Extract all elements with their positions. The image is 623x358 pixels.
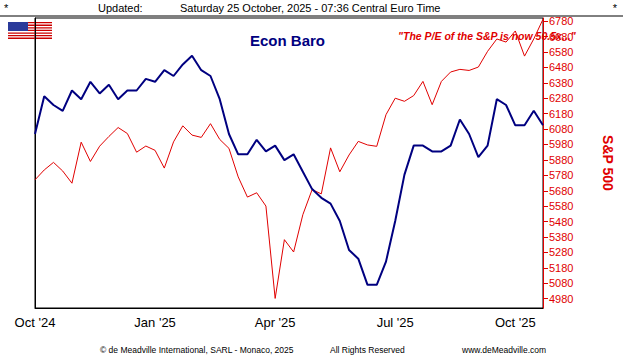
svg-text:6780: 6780 bbox=[549, 15, 573, 27]
svg-text:Saturday 25 October, 2025 - 07: Saturday 25 October, 2025 - 07:36 Centra… bbox=[180, 2, 440, 14]
svg-text:*: * bbox=[4, 2, 9, 14]
svg-text:*: * bbox=[613, 2, 618, 14]
svg-text:4980: 4980 bbox=[549, 293, 573, 305]
svg-text:Econ Baro: Econ Baro bbox=[250, 32, 325, 49]
svg-text:5680: 5680 bbox=[549, 185, 573, 197]
svg-text:S&P 500: S&P 500 bbox=[600, 135, 616, 191]
svg-text:6480: 6480 bbox=[549, 61, 573, 73]
svg-text:6680: 6680 bbox=[549, 31, 573, 43]
svg-text:Oct '25: Oct '25 bbox=[495, 315, 536, 330]
svg-text:Jul '25: Jul '25 bbox=[377, 315, 414, 330]
svg-text:5780: 5780 bbox=[549, 169, 573, 181]
svg-text:5380: 5380 bbox=[549, 231, 573, 243]
svg-text:6380: 6380 bbox=[549, 77, 573, 89]
svg-text:5180: 5180 bbox=[549, 262, 573, 274]
svg-text:5580: 5580 bbox=[549, 200, 573, 212]
svg-text:© de Meadville International,: © de Meadville International, SARL - Mon… bbox=[100, 345, 294, 355]
svg-text:All Rights Reserved: All Rights Reserved bbox=[330, 345, 405, 355]
svg-text:5880: 5880 bbox=[549, 154, 573, 166]
svg-text:5080: 5080 bbox=[549, 277, 573, 289]
svg-text:5980: 5980 bbox=[549, 138, 573, 150]
svg-text:5280: 5280 bbox=[549, 246, 573, 258]
svg-text:"The P/E of the S&P is now 50.: "The P/E of the S&P is now 50.5x..." bbox=[398, 29, 576, 42]
svg-text:Jan '25: Jan '25 bbox=[134, 315, 176, 330]
svg-text:Apr '25: Apr '25 bbox=[255, 315, 296, 330]
svg-text:6180: 6180 bbox=[549, 108, 573, 120]
svg-text:6080: 6080 bbox=[549, 123, 573, 135]
svg-text:6580: 6580 bbox=[549, 46, 573, 58]
svg-text:Oct '24: Oct '24 bbox=[15, 315, 56, 330]
svg-text:6280: 6280 bbox=[549, 92, 573, 104]
svg-text:Updated:: Updated: bbox=[98, 2, 143, 14]
svg-text:www.deMeadville.com: www.deMeadville.com bbox=[461, 345, 546, 355]
svg-text:5480: 5480 bbox=[549, 216, 573, 228]
